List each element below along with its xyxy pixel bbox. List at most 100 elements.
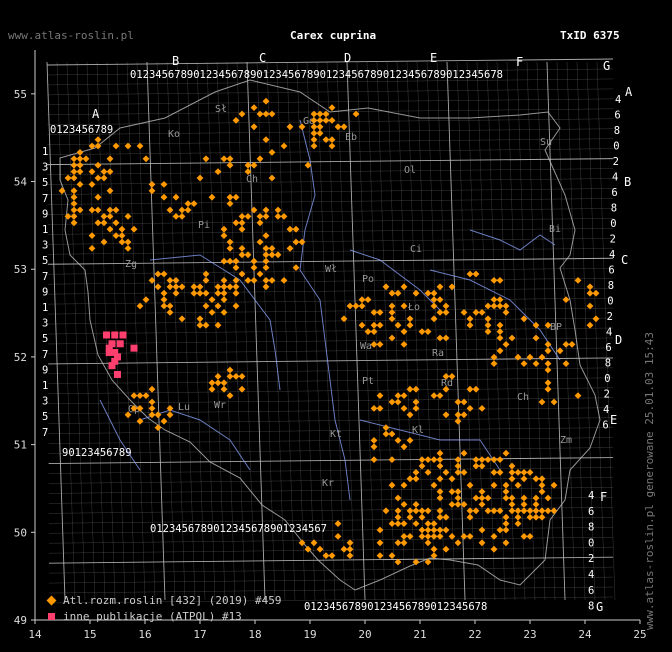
- grid-digit-right: 6: [588, 585, 594, 597]
- y-tick-label: 54: [14, 176, 28, 189]
- atlas-point-marker: [460, 309, 468, 316]
- river-line: [469, 229, 556, 251]
- atlas-point-marker: [466, 481, 474, 489]
- grid-line: [48, 477, 614, 484]
- grid-digit-right: 0: [604, 373, 610, 385]
- atlas-point-marker: [382, 283, 390, 291]
- atlas-point-marker: [250, 104, 258, 111]
- atlas-point-marker: [370, 437, 378, 444]
- atlas-point-marker: [478, 494, 486, 502]
- atlas-point-marker: [64, 174, 72, 182]
- atlas-point-marker: [562, 360, 570, 367]
- atlas-point-marker: [130, 392, 138, 399]
- atlas-point-marker: [490, 533, 498, 540]
- atlas-point-marker: [100, 174, 108, 182]
- atlas-point-marker: [526, 507, 534, 515]
- atlas-point-marker: [328, 136, 336, 143]
- atlas-point-marker: [292, 225, 300, 233]
- atlas-point-marker: [466, 321, 474, 329]
- atlas-point-marker: [268, 251, 276, 259]
- atlas-point-marker: [502, 539, 510, 547]
- atlas-point-marker: [166, 309, 174, 316]
- atlas-point-marker: [490, 469, 498, 476]
- region-abbr: BP: [550, 322, 562, 333]
- atlas-point-marker: [388, 309, 396, 316]
- atlas-point-marker: [574, 392, 582, 399]
- atlas-point-marker: [466, 533, 474, 540]
- atlas-point-marker: [394, 507, 402, 515]
- atlas-point-marker: [496, 321, 504, 329]
- atlas-point-marker: [196, 315, 204, 323]
- atlas-point-marker: [220, 289, 228, 297]
- atlas-point-marker: [442, 545, 450, 553]
- atlas-point-marker: [484, 328, 492, 335]
- atlas-point-marker: [376, 392, 384, 399]
- atlas-point-marker: [328, 117, 336, 124]
- atlas-point-marker: [250, 264, 258, 271]
- atlas-point-marker: [190, 200, 198, 207]
- atlas-point-marker: [394, 398, 402, 406]
- atlas-point-marker: [130, 225, 138, 233]
- other-publication-marker: [108, 340, 116, 348]
- atlas-point-marker: [358, 302, 366, 310]
- atlas-point-marker: [358, 296, 366, 303]
- atlas-point-marker: [244, 251, 252, 259]
- atlas-point-marker: [394, 392, 402, 399]
- x-tick-label: 18: [248, 628, 261, 641]
- atlas-point-marker: [562, 341, 570, 348]
- atlas-point-marker: [520, 475, 528, 483]
- atlas-point-marker: [484, 494, 492, 502]
- atlas-point-marker: [388, 302, 396, 310]
- atlas-point-marker: [256, 155, 264, 163]
- atlas-point-marker: [118, 238, 126, 246]
- atlas-point-marker: [190, 283, 198, 291]
- atlas-point-marker: [400, 302, 408, 310]
- atlas-point-marker: [154, 411, 162, 419]
- atlas-point-marker: [484, 321, 492, 329]
- atlas-point-marker: [310, 539, 318, 547]
- x-tick-label: 25: [633, 628, 646, 641]
- grid-digit-right: 2: [610, 234, 616, 246]
- atlas-point-marker: [478, 456, 486, 463]
- atlas-point-marker: [208, 193, 216, 201]
- atlas-point-marker: [394, 494, 402, 502]
- other-publication-marker: [116, 340, 124, 348]
- atlas-point-marker: [178, 315, 186, 323]
- atlas-point-marker: [292, 238, 300, 246]
- atlas-point-marker: [286, 123, 294, 131]
- atlas-point-marker: [502, 526, 510, 534]
- atlas-point-marker: [232, 264, 240, 271]
- atlas-point-marker: [586, 302, 594, 310]
- atlas-point-marker: [148, 398, 156, 406]
- atlas-point-marker: [340, 315, 348, 323]
- atlas-point-marker: [436, 533, 444, 540]
- grid-line: [176, 61, 196, 601]
- atlas-point-marker: [274, 206, 282, 214]
- atlas-point-marker: [514, 513, 522, 521]
- atlas-point-marker: [376, 341, 384, 348]
- region-abbr: Pi: [198, 220, 210, 231]
- atlas-point-marker: [202, 155, 210, 163]
- river-line: [139, 409, 251, 471]
- atlas-point-marker: [322, 110, 330, 118]
- atlas-point-marker: [268, 174, 276, 182]
- grid-line: [276, 61, 296, 601]
- atlas-point-marker: [496, 526, 504, 534]
- atlas-point-marker: [526, 353, 534, 361]
- atlas-point-marker: [268, 149, 276, 156]
- atlas-point-marker: [508, 334, 516, 342]
- atlas-point-marker: [256, 110, 264, 118]
- atlas-point-marker: [322, 552, 330, 559]
- atlas-point-marker: [466, 385, 474, 393]
- grid-line: [47, 277, 614, 285]
- atlas-point-marker: [376, 552, 384, 559]
- atlas-point-marker: [124, 142, 132, 150]
- atlas-point-marker: [262, 110, 270, 118]
- grid-line: [47, 128, 614, 135]
- grid-digit-right: 8: [605, 358, 611, 370]
- atlas-point-marker: [388, 481, 396, 489]
- atlas-point-marker: [310, 142, 318, 150]
- atlas-point-marker: [142, 296, 150, 303]
- y-tick-label: 49: [14, 614, 27, 627]
- region-abbr: Zm: [560, 435, 572, 446]
